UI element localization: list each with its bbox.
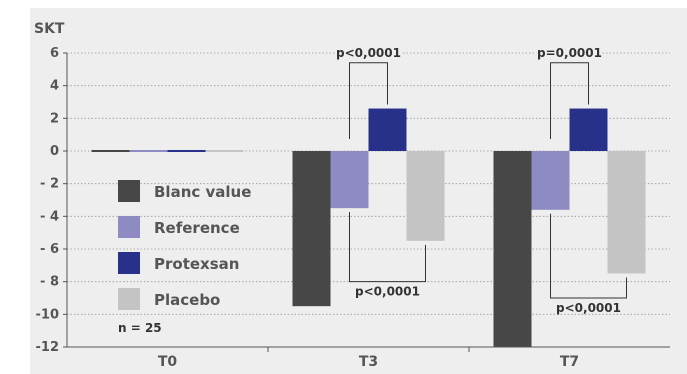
bar-blanc-value-t0: [91, 150, 130, 152]
y-tick-label-2: 2: [50, 111, 59, 126]
significance-label-bg-2: [536, 45, 603, 60]
bar-placebo-t7: [607, 151, 646, 274]
y-tick-label-9: -12: [36, 340, 60, 355]
annotation-layer: p<0,0001 p<0,0001 p=0,0001 p<0,0001: [335, 45, 627, 315]
legend-swatch-protexsan: [118, 252, 140, 274]
legend-swatch-placebo: [118, 288, 140, 310]
y-tick-label-5: - 4: [40, 209, 59, 224]
bar-protexsan-t3: [368, 108, 407, 151]
bar-reference-t0: [129, 150, 168, 152]
bar-reference-t3: [330, 151, 369, 209]
significance-bracket-2: [550, 62, 589, 139]
bar-reference-t7: [531, 151, 570, 210]
y-tick-label-0: 6: [50, 46, 59, 61]
significance-label-bg-0: [335, 45, 402, 60]
bar-blanc-value-t7: [493, 151, 532, 347]
significance-label-0: p<0,0001: [336, 46, 401, 60]
significance-label-2: p=0,0001: [537, 46, 602, 60]
bar-placebo-t3: [406, 151, 445, 241]
legend-label-blanc-value: Blanc value: [154, 183, 251, 201]
y-tick-label-3: 0: [50, 144, 59, 159]
y-axis-title: SKT: [34, 21, 65, 37]
axis-layer: 6 4 2 0 - 2 - 4 - 6 - 8 -10 -12 T0 T3 T7: [36, 46, 670, 370]
x-tick-label-t3: T3: [359, 354, 378, 370]
y-tick-label-1: 4: [50, 79, 59, 94]
y-tick-label-4: - 2: [40, 177, 59, 192]
bar-blanc-value-t3: [292, 151, 331, 307]
bar-protexsan-t0: [167, 150, 206, 152]
legend-label-reference: Reference: [154, 219, 240, 237]
x-tick-label-t0: T0: [158, 354, 178, 370]
legend-label-protexsan: Protexsan: [154, 255, 239, 273]
significance-label-1: p<0,0001: [355, 285, 420, 299]
significance-bracket-1: [349, 212, 426, 283]
y-tick-label-7: - 8: [40, 275, 59, 290]
significance-label-3: p<0,0001: [556, 301, 621, 315]
legend: Blanc value Reference Protexsan Placebo: [118, 180, 251, 310]
legend-swatch-blanc-value: [118, 180, 140, 202]
significance-bracket-0: [349, 62, 388, 139]
sample-size-note: n = 25: [118, 321, 162, 335]
y-tick-label-6: - 6: [40, 242, 59, 257]
legend-swatch-reference: [118, 216, 140, 238]
legend-label-placebo: Placebo: [154, 291, 220, 309]
x-tick-label-t7: T7: [560, 354, 579, 370]
bar-placebo-t0: [205, 150, 244, 152]
y-tick-label-8: -10: [36, 307, 60, 322]
bar-protexsan-t7: [569, 108, 608, 151]
significance-bracket-3: [550, 213, 627, 299]
bars-layer: [91, 108, 646, 347]
